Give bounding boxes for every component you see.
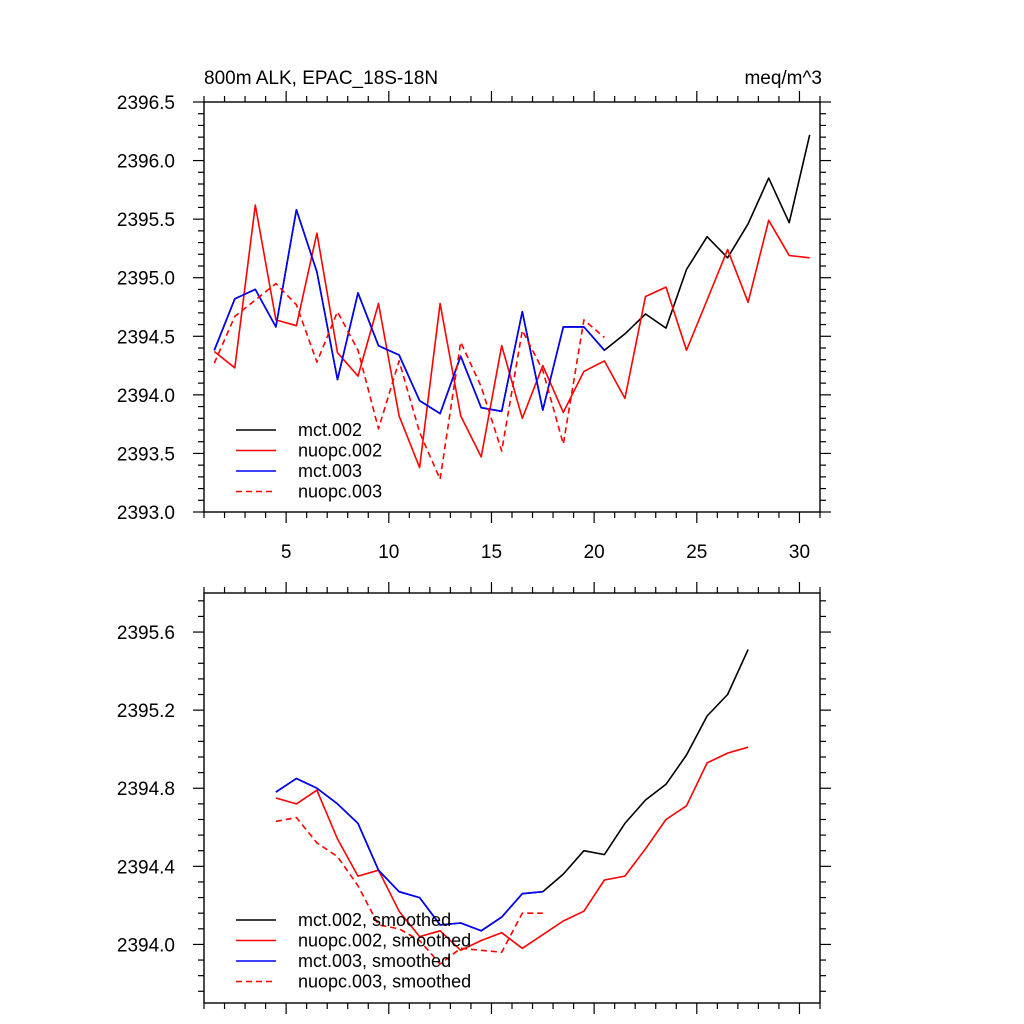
y-tick-label: 2394.4: [117, 857, 176, 878]
series-line-mct-002-smoothed: [275, 649, 749, 932]
panel-bottom-ticks: 2394.0 2394.4 2394.8 2395.2 2395.6: [117, 582, 831, 1014]
y-tick-label: 2395.2: [117, 701, 175, 722]
y-tick-label: 2395.5: [117, 210, 175, 231]
legend-label: mct.003, smoothed: [298, 951, 451, 971]
series-line-nuopc-002-smoothed: [275, 746, 749, 952]
panel-top: 800m ALK, EPAC_18S-18N meq/m^3 5 10 15 20 25…: [117, 68, 831, 563]
legend-label: nuopc.002: [298, 441, 382, 461]
legend-label: mct.002, smoothed: [298, 910, 451, 930]
y-tick-label: 2396.0: [117, 152, 175, 173]
legend-label: nuopc.003, smoothed: [298, 972, 471, 992]
series-line-mct-003: [213, 209, 606, 415]
panel-top-ticks: 5 10 15 20 25 30 2393.0 2393.5 2394.0 2394.5 2395.…: [117, 91, 831, 563]
y-tick-label: 2393.5: [117, 444, 175, 465]
panel-bottom: 2394.0 2394.4 2394.8 2395.2 2395.6 mct.002, …: [117, 582, 831, 1014]
legend-label: nuopc.003: [298, 482, 382, 502]
series-line-mct-003-smoothed: [275, 777, 543, 932]
series-line-mct-002: [213, 134, 811, 415]
legend-label: mct.002: [298, 420, 362, 440]
series-line-nuopc-002: [213, 204, 810, 469]
y-tick-label: 2394.0: [117, 935, 175, 956]
y-tick-label: 2395.0: [117, 269, 175, 290]
legend-label: mct.003: [298, 461, 362, 481]
panel-top-series: [213, 134, 811, 481]
y-tick-label: 2393.0: [117, 503, 175, 524]
x-tick-label: 20: [584, 542, 605, 563]
x-tick-label: 25: [686, 542, 707, 563]
y-tick-label: 2394.5: [117, 327, 175, 348]
y-tick-label: 2394.8: [117, 779, 175, 800]
series-line-nuopc-003: [213, 282, 605, 481]
panel-top-title: 800m ALK, EPAC_18S-18N: [204, 68, 438, 89]
panel-top-units: meq/m^3: [744, 68, 822, 89]
x-tick-label: 15: [481, 542, 502, 563]
series-line-nuopc-003-smoothed: [275, 816, 543, 965]
x-tick-label: 5: [281, 542, 292, 563]
x-tick-label: 10: [378, 542, 399, 563]
y-tick-label: 2396.5: [117, 93, 175, 114]
y-tick-label: 2395.6: [117, 623, 175, 644]
x-tick-label: 30: [789, 542, 810, 563]
panel-bottom-series: [275, 649, 749, 965]
y-tick-label: 2394.0: [117, 386, 175, 407]
legend-label: nuopc.002, smoothed: [298, 931, 471, 951]
